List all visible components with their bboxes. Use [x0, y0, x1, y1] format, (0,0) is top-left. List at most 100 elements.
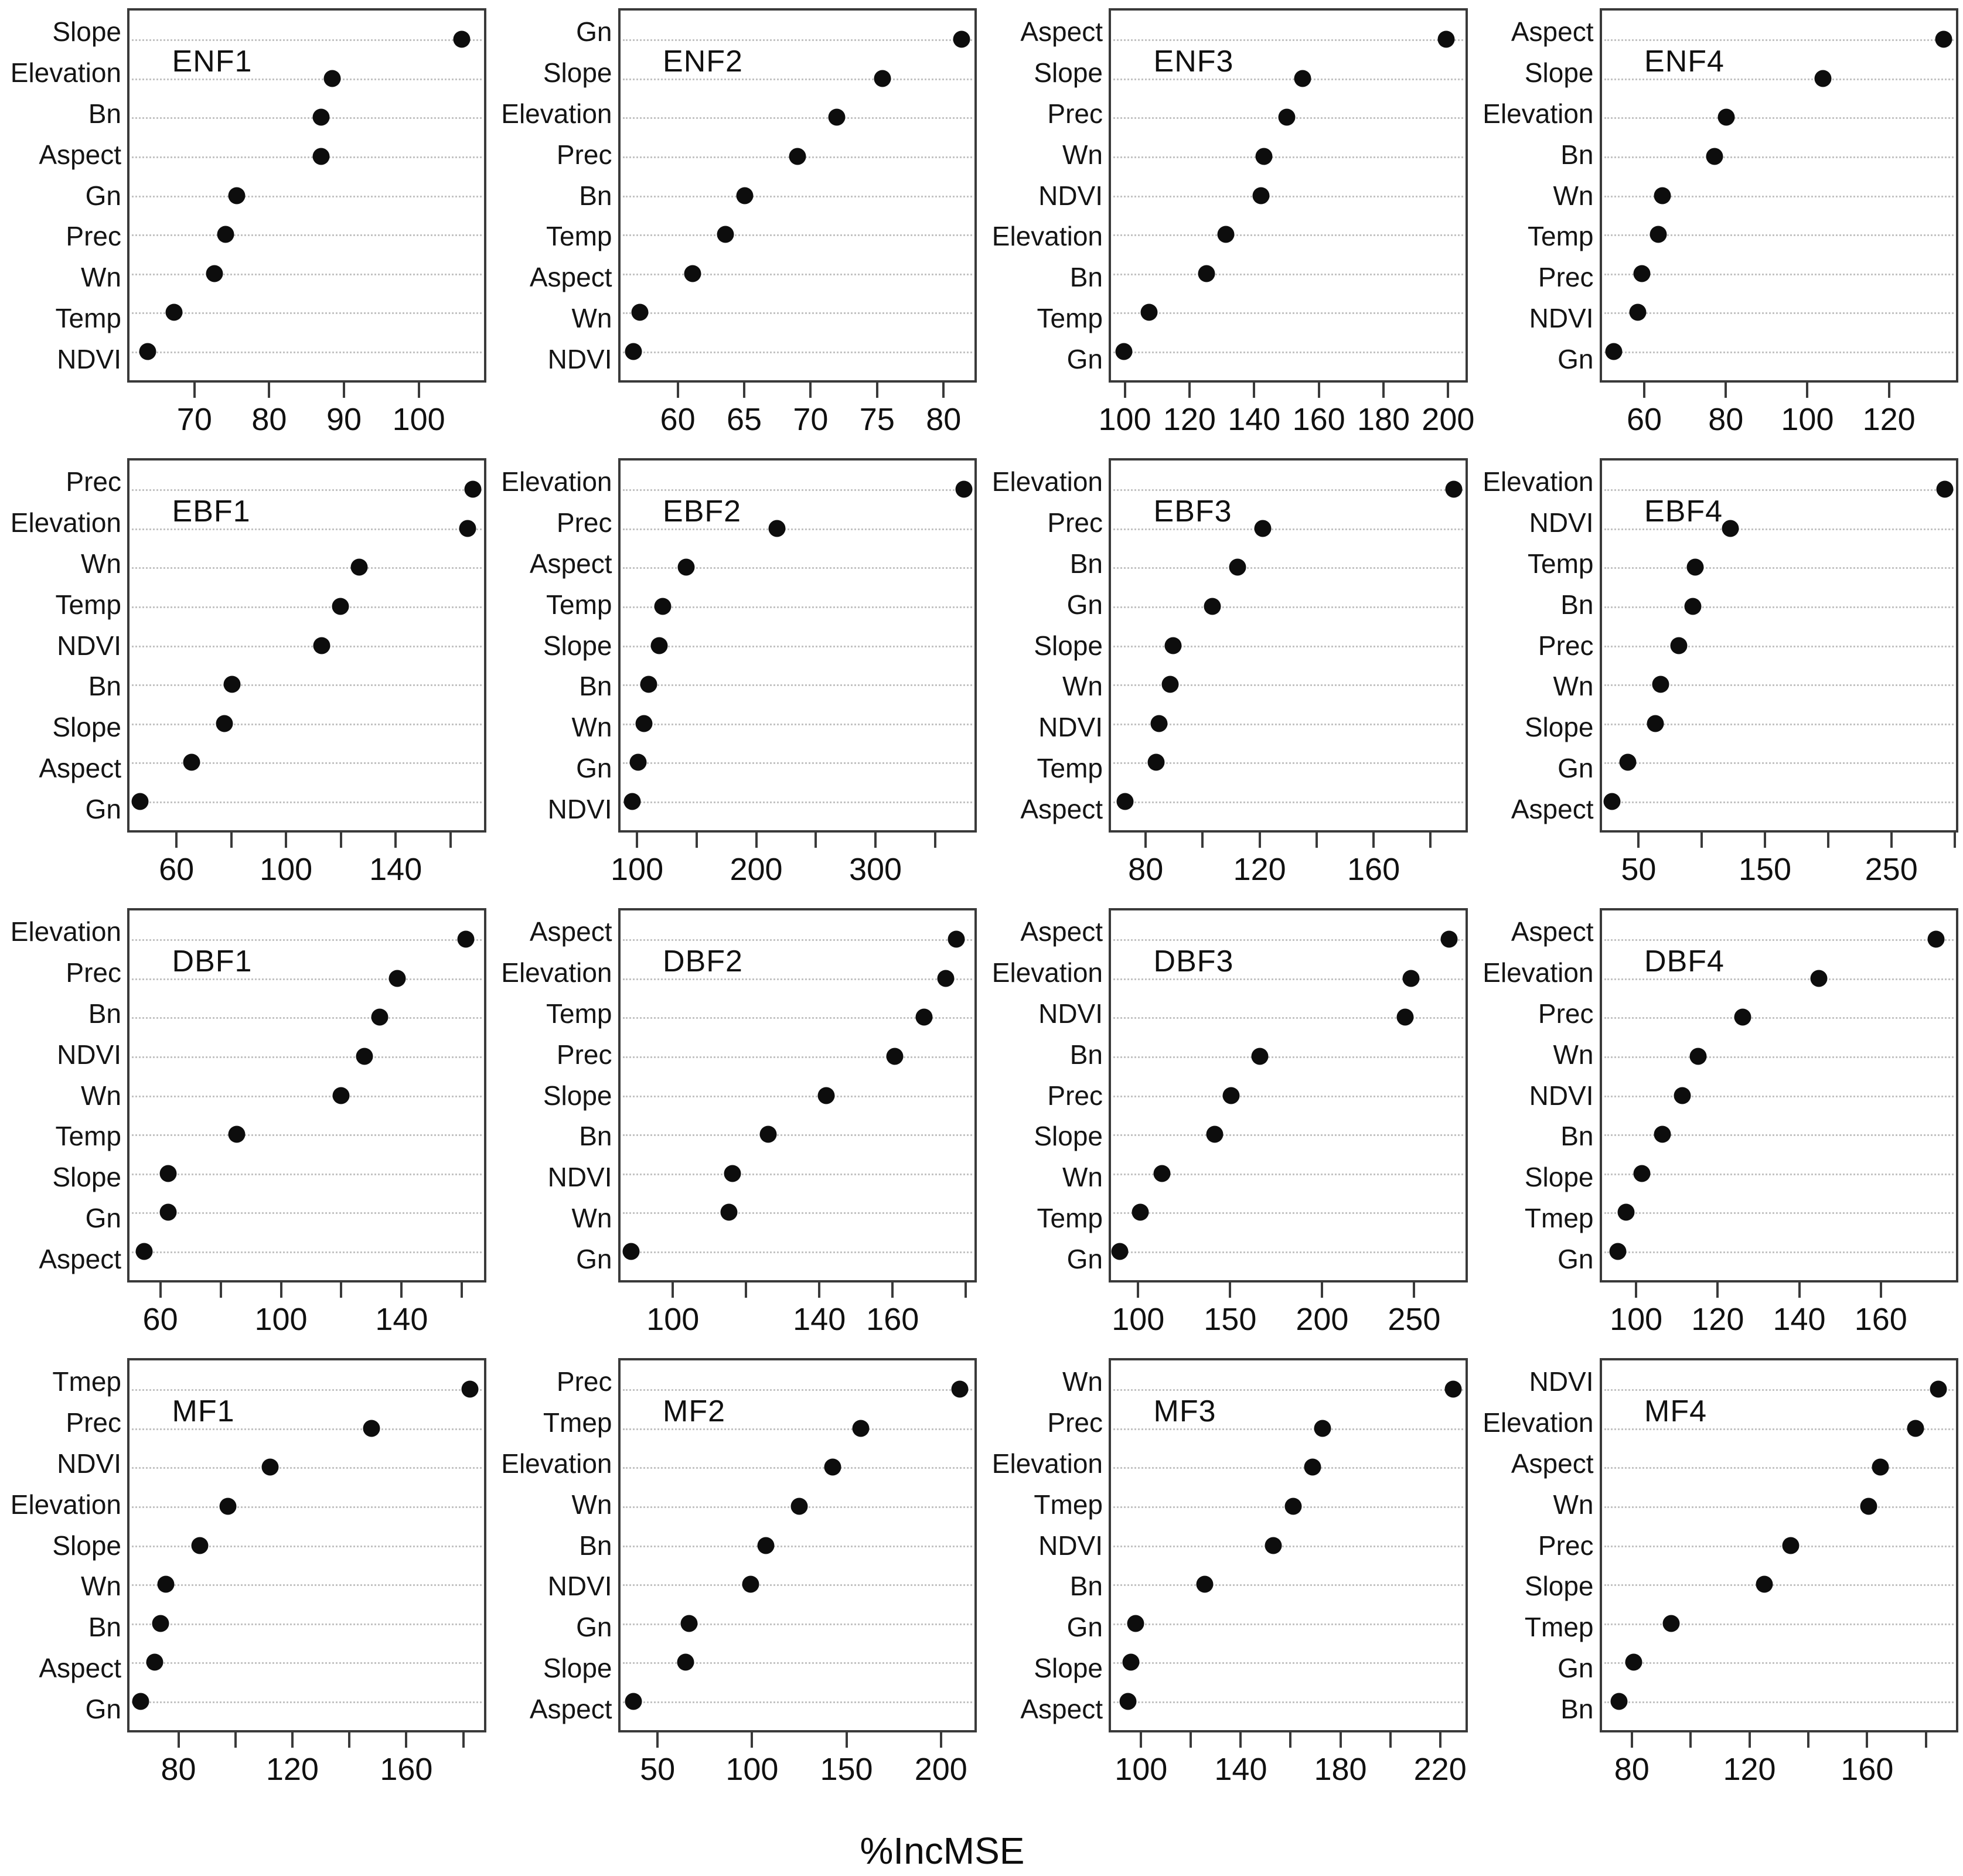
- data-dot: [363, 1420, 380, 1437]
- x-tick-mark: [809, 383, 812, 398]
- panel-title: EBF2: [663, 494, 742, 528]
- y-axis-label: Prec: [556, 1366, 612, 1397]
- x-tick-label: 250: [1388, 1302, 1441, 1337]
- y-axis-label: Aspect: [39, 1652, 121, 1683]
- y-axis-label-row: Bn: [1, 93, 127, 134]
- y-axis-label: Slope: [1034, 1121, 1103, 1152]
- y-axis-label-row: NDVI: [492, 1565, 618, 1606]
- data-dot: [625, 343, 642, 360]
- data-dot: [1689, 1048, 1707, 1065]
- y-axis-label: Wn: [1553, 180, 1594, 211]
- y-axis-labels: Aspect Slope Prec Wn NDVI Elevation Bn Temp Gn: [983, 8, 1109, 383]
- y-axis-label: Bn: [579, 180, 612, 211]
- y-axis-label: Bn: [1069, 1039, 1103, 1070]
- y-axis-label-row: Aspect: [983, 11, 1109, 52]
- y-axis-label: Slope: [52, 1530, 121, 1561]
- plot-row: [129, 920, 484, 959]
- plot-area: EBF4: [1599, 458, 1958, 833]
- x-tick-label: 120: [1862, 402, 1916, 437]
- plot-row: [621, 137, 975, 176]
- x-axis: 100 140 160: [618, 1282, 977, 1350]
- data-dot: [640, 676, 657, 693]
- panel-ENF1: Slope Elevation Bn Aspect Gn Prec Wn Temp NDVI EN…: [0, 0, 491, 450]
- y-axis-label-row: NDVI: [1, 339, 127, 380]
- data-dot: [953, 30, 970, 48]
- plot-row: [129, 1565, 484, 1604]
- y-axis-label: Wn: [1553, 671, 1594, 702]
- x-axis: 100 120 140 160 180 200: [1099, 383, 1474, 450]
- x-tick-mark: [1372, 833, 1375, 848]
- gridline: [132, 1017, 482, 1019]
- gridline: [1113, 273, 1463, 275]
- plot-row: [621, 743, 975, 782]
- gridline: [132, 489, 482, 492]
- y-axis-label: Prec: [1047, 1407, 1103, 1438]
- gridline: [622, 1701, 972, 1703]
- data-dot: [915, 1008, 933, 1026]
- y-axis-label: Wn: [1062, 1366, 1103, 1397]
- data-dot: [1132, 1203, 1149, 1221]
- data-dot: [1164, 637, 1182, 654]
- x-tick-mark: [343, 383, 346, 398]
- plot-row: [1111, 1193, 1466, 1232]
- data-dot: [1605, 343, 1623, 360]
- plot-row: [1111, 1154, 1466, 1193]
- plot-row: [1111, 743, 1466, 782]
- plot-row: [1111, 1487, 1466, 1526]
- x-tick-mark: [845, 1732, 848, 1748]
- data-dot: [1251, 1048, 1269, 1065]
- panel-title: MF1: [172, 1394, 235, 1428]
- plot-row: [129, 548, 484, 587]
- gridline: [622, 273, 972, 275]
- data-dot: [1127, 1615, 1144, 1632]
- y-axis-label: Elevation: [1483, 1407, 1594, 1438]
- y-axis-label: Gn: [1066, 1612, 1103, 1643]
- plot-row: [1602, 1076, 1957, 1115]
- y-axis-label-row: Gn: [1474, 339, 1600, 380]
- x-axis: 80 120 160: [1109, 833, 1468, 900]
- plot-row: [129, 1154, 484, 1193]
- y-axis-label-row: NDVI: [983, 175, 1109, 216]
- gridline: [622, 978, 972, 980]
- y-axis-label: Aspect: [1020, 16, 1103, 47]
- plot-row: [621, 626, 975, 665]
- gridline: [1604, 1506, 1954, 1508]
- x-tick-mark: [1140, 1732, 1143, 1748]
- data-dot: [132, 1693, 149, 1710]
- y-axis-label: Bn: [88, 671, 121, 702]
- plot-row: [129, 254, 484, 293]
- y-axis-label-row: NDVI: [492, 789, 618, 830]
- gridline: [1113, 1584, 1463, 1587]
- gridline: [1113, 1389, 1463, 1391]
- y-axis-label-row: Temp: [1474, 543, 1600, 584]
- plot-area: ENF4: [1599, 8, 1958, 383]
- gridline: [622, 1545, 972, 1547]
- data-dot: [824, 1458, 841, 1476]
- x-tick-mark: [1447, 383, 1450, 398]
- panel-title: MF3: [1153, 1394, 1216, 1428]
- y-axis-labels: Aspect Elevation Prec Wn NDVI Bn Slope Tmep Gn: [1474, 908, 1600, 1282]
- y-axis-label-row: Wn: [492, 1484, 618, 1525]
- gridline: [1113, 801, 1463, 803]
- data-dot: [1217, 226, 1235, 243]
- plot-row: [621, 20, 975, 59]
- y-axis-label-row: Prec: [492, 1361, 618, 1402]
- y-axis-label-row: Prec: [1474, 993, 1600, 1034]
- x-tick-label: 140: [1214, 1752, 1267, 1787]
- data-dot: [1402, 970, 1420, 987]
- gridline: [622, 1428, 972, 1430]
- x-tick-mark: [1630, 1732, 1633, 1748]
- x-tick-mark: [1635, 1282, 1638, 1298]
- x-tick-label: 100: [260, 852, 313, 887]
- x-tick-mark: [405, 1732, 408, 1748]
- x-tick-label: 100: [646, 1302, 700, 1337]
- data-dot: [1222, 1087, 1240, 1104]
- y-axis-label: Tmep: [1524, 1612, 1594, 1643]
- y-axis-label-row: Temp: [983, 298, 1109, 339]
- y-axis-labels: Elevation Prec Bn Gn Slope Wn NDVI Temp Aspect: [983, 458, 1109, 833]
- data-dot: [1284, 1498, 1302, 1515]
- plot-row: [1111, 548, 1466, 587]
- y-axis-label-row: Tmep: [983, 1484, 1109, 1525]
- gridline: [132, 1134, 482, 1137]
- y-axis-label-row: NDVI: [1474, 502, 1600, 543]
